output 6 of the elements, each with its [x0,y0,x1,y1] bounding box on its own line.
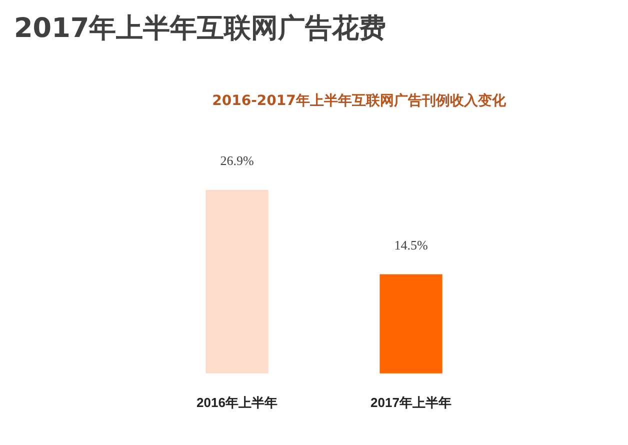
data-label: 14.5% [394,238,428,253]
x-tick-label: 2017年上半年 [370,394,452,410]
data-label: 26.9% [220,153,254,168]
x-tick-label: 2016年上半年 [196,394,278,410]
chart-title: 2017年上半年互联网广告花费 [14,12,386,46]
chart-subtitle: 2016-2017年上半年互联网广告刊例收入变化 [211,92,507,110]
